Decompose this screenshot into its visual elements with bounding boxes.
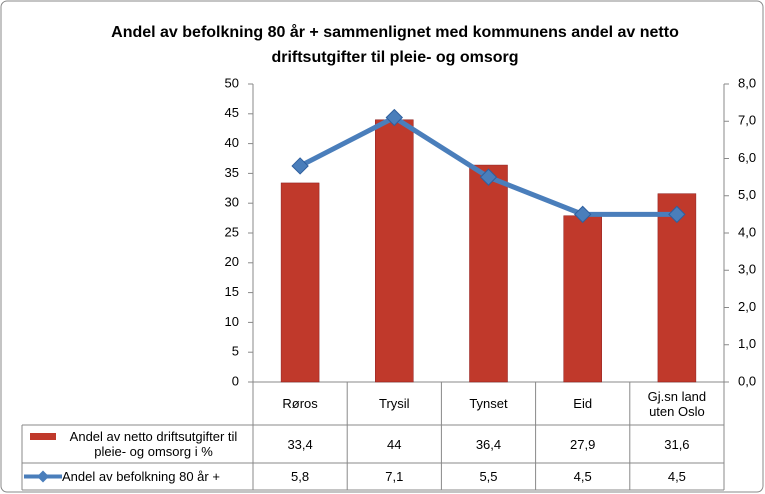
x-tick-label: Gj.sn land uten Oslo xyxy=(647,388,707,419)
data-table-value: 31,6 xyxy=(664,436,690,452)
y2-tick-label: 5,0 xyxy=(738,187,756,202)
y-tick-label: 0 xyxy=(232,373,239,388)
line-marker xyxy=(291,157,309,175)
line-marker xyxy=(385,108,404,127)
y2-tick-label: 4,0 xyxy=(738,224,756,239)
x-tick-label: Tynset xyxy=(469,396,508,411)
data-table-value: 33,4 xyxy=(287,436,313,452)
bar xyxy=(280,182,320,383)
data-table-value: 5,8 xyxy=(291,469,310,484)
chart-title: Andel av befolkning 80 år + sammenlignet… xyxy=(111,24,679,66)
y-tick-label: 15 xyxy=(225,284,239,299)
data-table-value: 44 xyxy=(387,436,402,452)
bar xyxy=(469,164,508,383)
y-tick-label: 5 xyxy=(232,344,239,359)
y-tick-label: 25 xyxy=(225,224,239,239)
legend-key xyxy=(37,470,49,483)
data-table-value: 27,9 xyxy=(570,436,596,452)
data-table-value: 7,1 xyxy=(385,469,404,484)
y-tick-label: 50 xyxy=(225,75,239,90)
y-tick-label: 20 xyxy=(225,254,239,269)
y2-tick-label: 0,0 xyxy=(738,373,756,388)
y-tick-label: 45 xyxy=(225,105,239,120)
legend-label: Andel av befolkning 80 år + xyxy=(62,469,220,484)
y-tick-label: 35 xyxy=(225,165,239,180)
data-table-value: 36,4 xyxy=(475,436,502,452)
y2-tick-label: 8,0 xyxy=(738,75,756,90)
data-table-value: 4,5 xyxy=(667,469,686,484)
x-tick-label: Eid xyxy=(573,396,593,411)
y-tick-label: 10 xyxy=(225,314,239,329)
x-tick-label: Røros xyxy=(282,396,318,411)
y2-tick-label: 1,0 xyxy=(738,336,756,351)
data-table-value: 4,5 xyxy=(573,469,592,484)
y2-tick-label: 2,0 xyxy=(738,299,756,314)
legend-label: Andel av netto driftsutgifter til pleie-… xyxy=(69,429,238,459)
line-marker xyxy=(479,168,498,186)
x-tick-label: Trysil xyxy=(378,396,410,411)
y2-tick-label: 6,0 xyxy=(738,150,756,165)
y-tick-label: 40 xyxy=(225,135,239,150)
legend-key xyxy=(30,433,56,440)
bar xyxy=(375,119,414,383)
y2-tick-label: 7,0 xyxy=(738,113,756,128)
line-marker xyxy=(668,205,686,224)
data-table-value: 5,5 xyxy=(479,469,498,484)
y2-tick-label: 3,0 xyxy=(738,262,756,277)
bar xyxy=(657,193,697,383)
bar xyxy=(563,215,602,383)
line-marker xyxy=(573,205,592,224)
y-tick-label: 30 xyxy=(225,195,239,210)
